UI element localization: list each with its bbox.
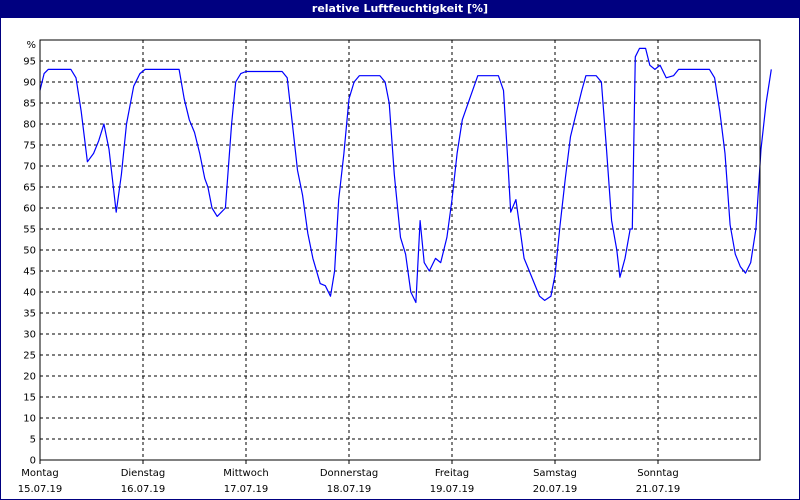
- plot-border: [39, 39, 761, 461]
- x-tick-date-label: 19.07.19: [430, 484, 475, 495]
- chart-title: relative Luftfeuchtigkeit [%]: [0, 0, 800, 18]
- x-tick-date-label: 16.07.19: [121, 484, 166, 495]
- y-tick-label: 65: [23, 183, 36, 194]
- x-tick-date-label: 17.07.19: [224, 484, 269, 495]
- y-tick-label: 75: [23, 141, 36, 152]
- x-tick-date-label: 15.07.19: [18, 484, 63, 495]
- y-tick-label: 10: [23, 414, 36, 425]
- x-tick-date-label: 20.07.19: [533, 484, 578, 495]
- x-tick-day-label: Freitag: [435, 468, 469, 479]
- y-tick-label: 60: [23, 204, 36, 215]
- y-tick-label: 15: [23, 393, 36, 404]
- y-tick-label: 55: [23, 225, 36, 236]
- y-tick-label: 30: [23, 330, 36, 341]
- y-tick-label: 35: [23, 309, 36, 320]
- x-tick-day-label: Dienstag: [121, 468, 166, 479]
- y-tick-label: 80: [23, 120, 36, 131]
- x-tick-date-label: 21.07.19: [636, 484, 681, 495]
- x-tick-day-label: Donnerstag: [320, 468, 378, 479]
- x-tick-day-label: Sonntag: [637, 468, 679, 479]
- y-tick-label: 40: [23, 288, 36, 299]
- y-axis-unit-label: %: [26, 40, 36, 51]
- y-tick-label: 45: [23, 267, 36, 278]
- y-tick-label: 0: [30, 456, 36, 467]
- y-tick-label: 20: [23, 372, 36, 383]
- humidity-series-line: [39, 47, 772, 304]
- x-axis: Montag 15.07.19 Dienstag 16.07.19 Mittwoch 17…: [18, 460, 681, 495]
- series-layer: [39, 47, 772, 304]
- grid: [40, 40, 760, 460]
- y-tick-label: 25: [23, 351, 36, 362]
- y-axis: 0 5 10 15 20 25 30 35 40 45 50 55 60 65 70 75 80 85 90 95%: [23, 40, 36, 467]
- y-tick-label: 5: [30, 435, 36, 446]
- x-tick-day-label: Mittwoch: [223, 468, 268, 479]
- x-tick-day-label: Montag: [21, 468, 58, 479]
- y-tick-label: 90: [23, 78, 36, 89]
- x-tick-date-label: 18.07.19: [327, 484, 372, 495]
- y-tick-label: 50: [23, 246, 36, 257]
- x-tick-day-label: Samstag: [533, 468, 577, 479]
- y-tick-label: 95: [23, 57, 36, 68]
- y-tick-label: 85: [23, 99, 36, 110]
- y-tick-label: 70: [23, 162, 36, 173]
